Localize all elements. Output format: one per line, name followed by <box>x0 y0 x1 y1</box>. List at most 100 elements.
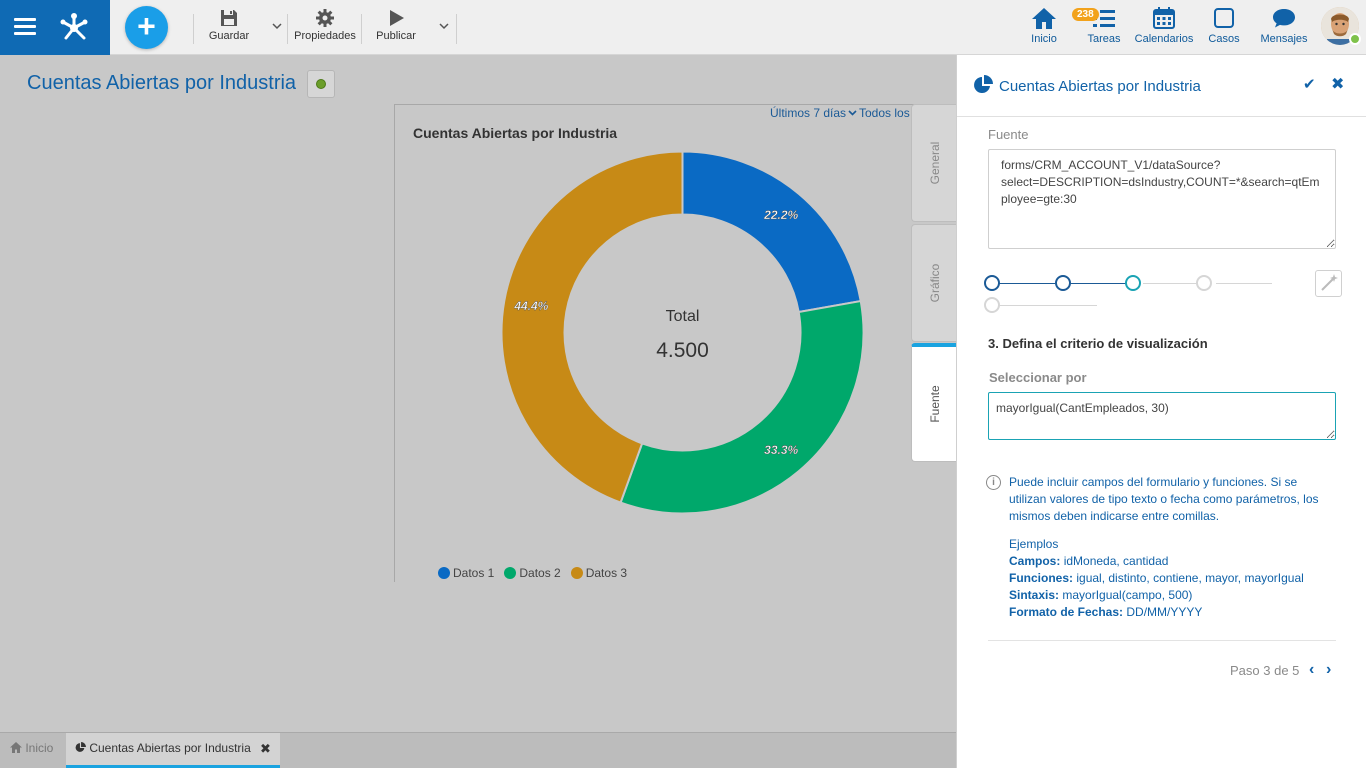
source-label: Fuente <box>988 127 1029 142</box>
tab-chart-label: Gráfico <box>927 263 942 303</box>
wizard-step-1[interactable] <box>984 275 1000 291</box>
pie-chart-icon <box>75 742 86 752</box>
wizard-step-5[interactable] <box>984 297 1000 313</box>
donut-slice-label-2: 33.3% <box>764 443 798 457</box>
bottom-tab-document[interactable]: Cuentas Abiertas por Industria <box>66 733 280 768</box>
menu-block <box>0 0 110 55</box>
page-title: Cuentas Abiertas por Industria <box>27 72 297 94</box>
panel-divider <box>988 640 1336 641</box>
presence-status-dot <box>1349 33 1361 45</box>
toolbar-divider <box>193 14 194 44</box>
properties-button[interactable]: Propiedades <box>293 8 357 48</box>
select-by-label: Seleccionar por <box>989 370 1087 385</box>
wizard-line <box>999 283 1055 284</box>
legend-swatch-1 <box>438 567 450 579</box>
fields-value: idMoneda, cantidad <box>1063 554 1169 568</box>
tab-general[interactable]: General <box>911 104 957 222</box>
tab-chart[interactable]: Gráfico <box>911 224 957 342</box>
legend-label-2: Datos 2 <box>519 566 561 580</box>
play-icon <box>390 10 404 26</box>
step-heading: 3. Defina el criterio de visualización <box>988 336 1208 351</box>
examples-title: Ejemplos <box>1009 537 1059 551</box>
tasks-count-badge: 238 <box>1072 8 1099 21</box>
save-button[interactable]: Guardar <box>205 8 253 48</box>
legend-label-3: Datos 3 <box>585 566 628 580</box>
criteria-textarea[interactable] <box>988 392 1336 440</box>
app-logo-icon[interactable] <box>56 8 92 44</box>
donut-center-value: 4.500 <box>656 339 709 362</box>
info-icon: i <box>986 475 1001 490</box>
source-textarea[interactable] <box>988 149 1336 249</box>
syntax-value: mayorIgual(campo, 500) <box>1062 588 1193 602</box>
dates-value: DD/MM/YYYY <box>1126 605 1203 619</box>
add-button[interactable]: + <box>125 6 168 49</box>
scope-filter[interactable]: Todos los <box>859 106 910 120</box>
tab-general-label: General <box>927 141 942 185</box>
chart-legend: Datos 1 Datos 2 Datos 3 <box>438 566 627 580</box>
info-text: Puede incluir campos del formulario y fu… <box>1009 475 1319 523</box>
chat-bubble-icon <box>1273 9 1295 28</box>
donut-slice-1[interactable] <box>681 150 862 314</box>
gear-icon <box>316 9 334 27</box>
wizard-step-4[interactable] <box>1196 275 1212 291</box>
home-icon <box>10 742 22 753</box>
syntax-label: Sintaxis: <box>1009 588 1060 602</box>
legend-swatch-3 <box>570 567 583 579</box>
bottom-tab-close-icon[interactable]: ✖ <box>260 741 271 756</box>
bottom-tab-home[interactable]: Inicio <box>0 733 63 768</box>
donut-slice-3[interactable] <box>500 150 684 504</box>
confirm-check-icon[interactable]: ✔ <box>1303 76 1316 93</box>
wizard-line <box>1216 283 1272 284</box>
hamburger-menu-icon[interactable] <box>14 18 36 36</box>
example-syntax: Sintaxis: mayorIgual(campo, 500) <box>1009 587 1304 604</box>
panel-title: Cuentas Abiertas por Industria <box>999 78 1201 95</box>
nav-messages[interactable]: Mensajes <box>1258 6 1310 50</box>
toolbar-divider <box>287 14 288 44</box>
nav-cases[interactable]: Casos <box>1206 6 1242 50</box>
magic-wand-icon <box>1321 274 1338 291</box>
example-functions: Funciones: igual, distinto, contiene, ma… <box>1009 570 1304 587</box>
magic-wand-button[interactable] <box>1315 270 1342 297</box>
date-range-filter[interactable]: Últimos 7 días <box>770 106 857 120</box>
example-fields: Campos: idMoneda, cantidad <box>1009 553 1304 570</box>
donut-chart: 22.2% 33.3% 44.4% Total 4.500 <box>500 150 865 515</box>
properties-panel: Cuentas Abiertas por Industria ✔ ✖ Fuent… <box>956 55 1366 768</box>
calendar-icon <box>1153 7 1175 29</box>
legend-item-3[interactable]: Datos 3 <box>570 566 628 580</box>
donut-center-label: Total <box>666 308 700 325</box>
donut-slice-2[interactable] <box>619 299 865 515</box>
status-dot-icon <box>316 79 326 89</box>
save-chevron-down-icon[interactable] <box>271 20 283 32</box>
cases-icon <box>1214 8 1234 28</box>
step-pager-label: Paso 3 de 5 <box>1230 663 1300 678</box>
functions-value: igual, distinto, contiene, mayor, mayorI… <box>1076 571 1304 585</box>
legend-item-1[interactable]: Datos 1 <box>438 566 494 580</box>
chevron-down-icon <box>848 110 857 116</box>
publish-button[interactable]: Publicar <box>372 8 420 48</box>
fields-label: Campos: <box>1009 554 1061 568</box>
donut-slice-label-1: 22.2% <box>763 208 798 222</box>
wizard-line <box>1143 283 1200 284</box>
panel-header: Cuentas Abiertas por Industria ✔ ✖ <box>957 55 1366 117</box>
nav-calendars[interactable]: Calendarios <box>1134 6 1194 50</box>
wizard-step-3[interactable] <box>1125 275 1141 291</box>
bottom-tab-bar: Inicio Cuentas Abiertas por Industria ✖ <box>0 732 956 768</box>
bottom-tab-document-label: Cuentas Abiertas por Industria <box>89 741 251 755</box>
legend-item-2[interactable]: Datos 2 <box>504 566 561 580</box>
date-range-label: Últimos 7 días <box>770 106 847 120</box>
wizard-step-2[interactable] <box>1055 275 1071 291</box>
dates-label: Formato de Fechas: <box>1009 605 1124 619</box>
publish-chevron-down-icon[interactable] <box>438 20 450 32</box>
previous-step-chevron-left-icon[interactable]: ‹ <box>1309 661 1315 678</box>
status-indicator-button[interactable] <box>307 70 335 98</box>
next-step-chevron-right-icon[interactable]: › <box>1326 661 1332 678</box>
donut-slice-label-3: 44.4% <box>513 299 548 313</box>
tab-source-label: Fuente <box>927 385 942 423</box>
close-icon[interactable]: ✖ <box>1331 76 1345 93</box>
nav-home[interactable]: Inicio <box>1026 6 1062 50</box>
tab-source[interactable]: Fuente <box>911 343 957 462</box>
chart-card <box>394 104 914 582</box>
chart-title: Cuentas Abiertas por Industria <box>413 125 618 141</box>
legend-swatch-2 <box>504 567 517 579</box>
toolbar-divider <box>456 14 457 44</box>
